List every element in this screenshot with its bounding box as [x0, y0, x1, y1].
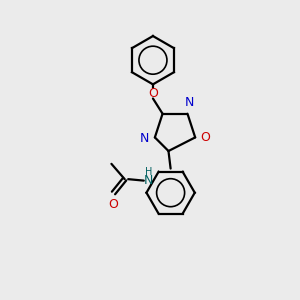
Text: O: O: [148, 87, 158, 100]
Text: N: N: [184, 96, 194, 109]
Text: N: N: [140, 132, 150, 146]
Text: H: H: [145, 167, 152, 177]
Text: O: O: [109, 198, 118, 211]
Text: N: N: [143, 174, 153, 187]
Text: O: O: [200, 131, 210, 144]
